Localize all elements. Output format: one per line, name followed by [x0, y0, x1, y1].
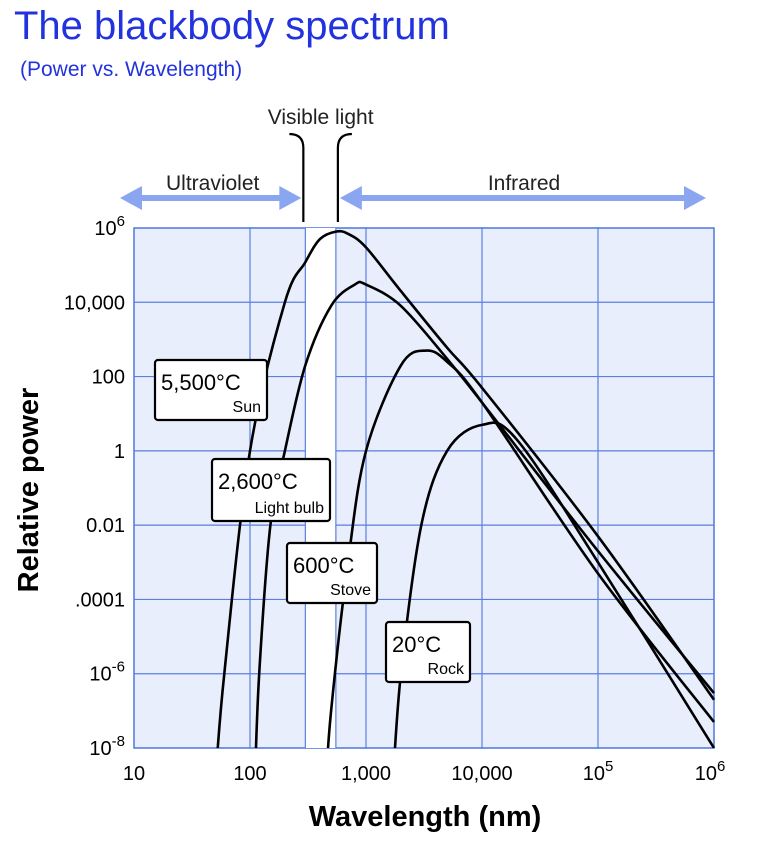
y-tick-label: .0001	[75, 589, 125, 611]
curve-labels: 5,500°C Sun 2,600°C Light bulb 600°C Stove 20°…	[153, 358, 472, 684]
grid	[133, 227, 715, 749]
curve-label-source: Sun	[233, 399, 261, 416]
region-label-infrared: Infrared	[488, 172, 560, 195]
ultraviolet-arrow	[120, 186, 302, 210]
curve-label-1: 2,600°C Light bulb	[210, 457, 332, 523]
curve-label-2: 600°C Stove	[285, 541, 379, 605]
x-axis-title: Wavelength (nm)	[309, 801, 542, 833]
curve-label-source: Rock	[428, 661, 465, 678]
y-tick-label: 10-6	[89, 659, 125, 686]
x-tick-label: 100	[233, 763, 266, 785]
chart-title: The blackbody spectrum	[14, 4, 450, 48]
curve-label-source: Stove	[330, 582, 371, 599]
tick-labels: 10 100 1,000 10,000 105 106 106 10,000 100 1 0.01.…	[64, 213, 725, 785]
x-tick-label: 10	[123, 763, 145, 785]
curve-label-temp: 600°C	[293, 553, 355, 578]
y-tick-label: 0.01	[86, 515, 125, 537]
curve-label-temp: 5,500°C	[161, 370, 241, 395]
curve-label-temp: 20°C	[392, 632, 441, 657]
visible-light-bracket	[289, 132, 352, 222]
x-tick-label: 1,000	[341, 763, 391, 785]
region-label-ultraviolet: Ultraviolet	[166, 172, 260, 195]
y-axis-title: Relative power	[13, 388, 45, 593]
plot-border	[133, 227, 715, 749]
x-tick-label: 106	[695, 758, 726, 785]
y-tick-label: 106	[94, 213, 125, 240]
y-tick-label: 10-8	[89, 733, 125, 760]
y-tick-label: 100	[92, 367, 125, 389]
curve-1	[254, 280, 716, 748]
curve-label-0: 5,500°C Sun	[153, 358, 269, 422]
curve-label-temp: 2,600°C	[218, 469, 298, 494]
y-tick-label: 10,000	[64, 292, 125, 314]
curve-label-source: Light bulb	[255, 500, 324, 517]
y-tick-label: 1	[114, 441, 125, 463]
curve-2	[326, 349, 716, 748]
x-tick-label: 10,000	[451, 763, 512, 785]
infrared-arrow	[339, 186, 706, 210]
region-label-visible: Visible light	[268, 106, 374, 129]
chart-subtitle: (Power vs. Wavelength)	[20, 58, 243, 81]
x-tick-label: 105	[583, 758, 614, 785]
curve-label-3: 20°C Rock	[384, 620, 472, 684]
